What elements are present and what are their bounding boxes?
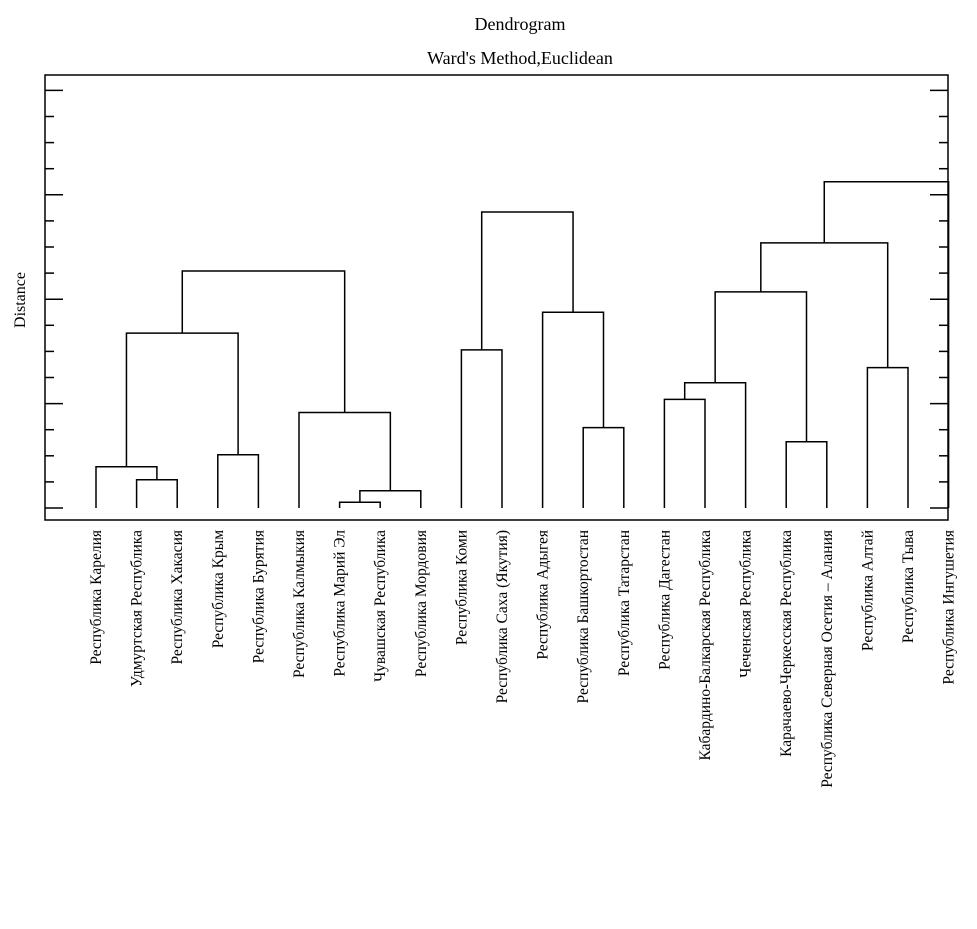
dendrogram-link-3 <box>95 466 158 508</box>
dendrogram-link-14 <box>785 440 828 508</box>
chart-subtitle: Ward's Method,Euclidean <box>427 48 613 68</box>
dendrogram-link-17 <box>760 242 889 368</box>
leaf-label: Республика Дагестан <box>656 530 673 670</box>
dendrogram-link-0 <box>338 501 381 508</box>
dendrogram-link-10 <box>460 349 503 508</box>
dendrogram-link-13 <box>683 381 747 508</box>
leaf-label: Республика Алтай <box>859 530 876 651</box>
leaf-label: Республика Северная Осетия – Алания <box>819 530 836 788</box>
dendrogram-link-8 <box>582 426 625 508</box>
dendrogram-link-16 <box>866 366 909 508</box>
leaf-label: Республика Адыгея <box>535 530 552 660</box>
dendrogram-link-6 <box>125 332 239 467</box>
leaf-label: Республика Марий Эл <box>332 530 349 677</box>
leaf-label: Чувашская Республика <box>372 530 389 682</box>
dendrogram-links <box>95 181 950 508</box>
leaf-label: Республика Тыва <box>900 530 917 643</box>
leaf-label: Республика Бурятия <box>250 530 267 663</box>
dendrogram-link-15 <box>714 291 808 442</box>
dendrogram-link-18 <box>823 181 950 508</box>
leaf-label: Республика Хакасия <box>169 530 186 665</box>
dendrogram-link-2 <box>135 479 178 508</box>
leaf-label: Кабардино-Балкарская Республика <box>697 530 714 761</box>
dendrogram-link-4 <box>217 454 260 508</box>
leaf-label: Республика Карелия <box>88 530 105 665</box>
y-axis-label: Distance <box>12 272 29 328</box>
leaf-label: Карачаево-Черкесская Республика <box>778 530 795 757</box>
dendrogram-link-12 <box>663 398 706 508</box>
leaf-label: Республика Башкортостан <box>575 530 592 703</box>
leaf-label: Республика Ингушетия <box>941 530 958 685</box>
leaf-label: Республика Коми <box>453 530 470 645</box>
dendrogram-link-5 <box>298 411 392 508</box>
leaf-label: Чеченская Республика <box>738 530 755 678</box>
leaf-label: Республика Татарстан <box>616 530 633 676</box>
plot-frame <box>44 74 949 521</box>
dendrogram-link-1 <box>359 490 422 508</box>
dendrogram-link-9 <box>541 311 605 508</box>
leaf-label: Республика Мордовия <box>413 530 430 677</box>
leaf-label: Республика Калмыкия <box>291 530 308 678</box>
dendrogram-link-11 <box>480 211 574 350</box>
leaf-label: Удмуртская Республика <box>129 530 146 687</box>
leaf-labels: Республика Карелия Удмуртская Республика Р… <box>88 530 958 788</box>
leaf-label: Республика Крым <box>210 530 227 648</box>
dendrogram-link-7 <box>181 270 346 413</box>
leaf-label: Республика Саха (Якутия) <box>494 530 511 703</box>
chart-title: Dendrogram <box>475 14 566 34</box>
y-axis-ticks <box>45 89 948 509</box>
